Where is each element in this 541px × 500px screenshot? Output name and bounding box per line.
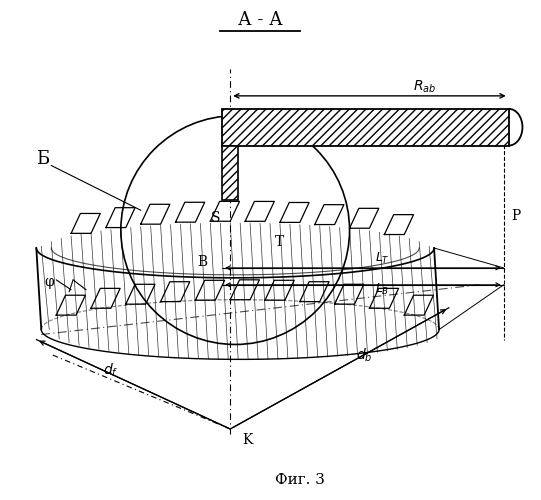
Text: $L_T$: $L_T$ xyxy=(375,251,390,266)
Polygon shape xyxy=(222,146,238,201)
Text: T: T xyxy=(275,235,285,249)
Text: S: S xyxy=(210,211,220,225)
Text: Фиг. 3: Фиг. 3 xyxy=(275,472,325,486)
Text: $d_b$: $d_b$ xyxy=(356,346,373,364)
Text: $L_B$: $L_B$ xyxy=(375,282,390,297)
Text: K: K xyxy=(242,433,253,447)
Text: P: P xyxy=(512,209,521,223)
Text: $d_f$: $d_f$ xyxy=(103,362,118,378)
Text: φ: φ xyxy=(44,275,54,289)
Text: $R_{ab}$: $R_{ab}$ xyxy=(413,79,437,96)
Text: А - А: А - А xyxy=(237,11,282,29)
Text: B: B xyxy=(197,255,207,269)
Polygon shape xyxy=(222,109,509,146)
Text: Б: Б xyxy=(36,150,50,168)
